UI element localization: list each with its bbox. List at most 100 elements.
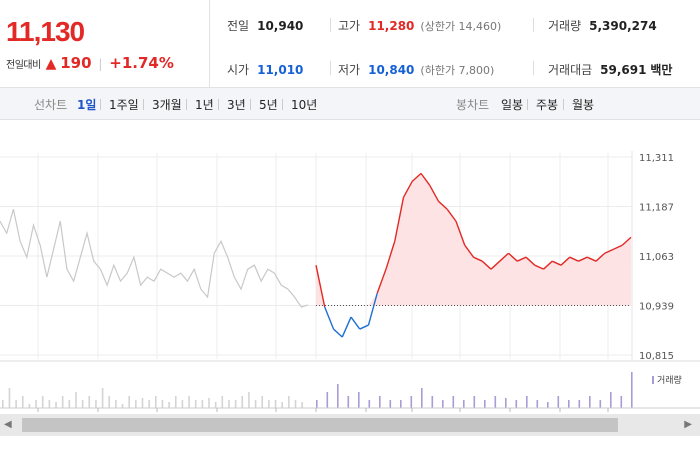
today-line-segment xyxy=(604,248,614,254)
volume-label: 거래량 xyxy=(548,19,582,33)
volume-legend-label: 거래량 xyxy=(657,374,682,386)
volume-bar xyxy=(21,396,24,408)
low-label: 저가 xyxy=(338,63,361,77)
volume-bar xyxy=(599,400,602,408)
low-value: 10,840 xyxy=(368,63,415,77)
divider xyxy=(527,99,528,110)
today-line-segment xyxy=(481,260,492,270)
volume-legend: 거래량 xyxy=(652,374,682,386)
daily-candle-tab[interactable]: 일봉 xyxy=(501,98,524,112)
today-line-segment xyxy=(438,200,448,210)
today-line-segment xyxy=(359,324,369,330)
today-line-segment xyxy=(560,256,571,266)
amount-label: 거래대금 xyxy=(548,63,593,77)
price-summary: 11,130 전일대비 ▲ 190 | +1.74% 전일 10,940 시가 11… xyxy=(0,0,700,88)
divider xyxy=(330,18,331,32)
volume-bar xyxy=(248,392,250,408)
price-chart-svg: 11,311 11,187 11,063 10,939 10,815 거래량 xyxy=(0,151,700,412)
volume-bar xyxy=(241,396,244,408)
volume-bar xyxy=(15,400,17,408)
change-row: 전일대비 ▲ 190 | +1.74% xyxy=(6,54,174,72)
volume-bar xyxy=(484,400,486,408)
today-line-segment xyxy=(429,185,440,202)
today-line-segment xyxy=(455,221,466,246)
scroll-right-icon[interactable]: ▶ xyxy=(684,419,692,430)
open-stat: 시가 11,010 xyxy=(227,61,303,78)
volume-bar xyxy=(526,396,528,408)
chart-toolbar: 선차트 1일 1주일 3개월 1년 3년 5년 10년 봉차트 일봉 주봉 월봉 xyxy=(0,88,700,120)
today-line-segment xyxy=(490,260,501,270)
volume-bar xyxy=(431,396,434,408)
today-area-fill xyxy=(316,173,631,306)
divider xyxy=(563,99,564,110)
volume-bars xyxy=(0,372,700,412)
today-line-segment xyxy=(385,241,396,270)
volume-bar xyxy=(316,400,318,408)
divider xyxy=(218,99,219,110)
volume-bar xyxy=(281,402,283,408)
volume-bar xyxy=(208,398,210,408)
change-percent: +1.74% xyxy=(109,54,174,72)
today-line-segment xyxy=(341,316,352,338)
volume-bar xyxy=(301,402,303,408)
today-line-segment xyxy=(315,265,326,308)
today-line-segment xyxy=(324,306,335,330)
divider xyxy=(533,18,534,32)
price-tick-label: 11,311 xyxy=(639,153,674,164)
volume-bar xyxy=(214,402,217,408)
volume-legend-swatch xyxy=(652,376,654,384)
volume-bar xyxy=(589,396,591,408)
volume-bar xyxy=(326,392,329,408)
price-chart[interactable]: 11,311 11,187 11,063 10,939 10,815 거래량 xyxy=(0,120,700,420)
weekly-candle-tab[interactable]: 주봉 xyxy=(536,98,559,112)
volume-bar xyxy=(88,396,91,408)
period-5y-tab[interactable]: 5년 xyxy=(259,98,278,112)
today-line-segment xyxy=(595,252,606,262)
volume-bar xyxy=(274,400,277,408)
volume-value: 5,390,274 xyxy=(589,19,657,33)
prev-close-stat: 전일 10,940 xyxy=(227,17,303,34)
price-tick-label: 11,063 xyxy=(639,252,674,263)
today-line-segment xyxy=(508,252,518,262)
candle-chart-label: 봉차트 xyxy=(456,98,490,112)
period-1y-tab[interactable]: 1년 xyxy=(195,98,214,112)
period-1w-tab[interactable]: 1주일 xyxy=(109,98,139,112)
volume-bar xyxy=(368,400,371,408)
current-price-block: 11,130 전일대비 ▲ 190 | +1.74% xyxy=(0,0,210,88)
volume-bar xyxy=(234,400,237,408)
volume-bar xyxy=(81,400,84,408)
lower-limit: (하한가 7,800) xyxy=(420,64,495,77)
amount-unit: 백만 xyxy=(650,63,673,77)
monthly-candle-tab[interactable]: 월봉 xyxy=(572,98,595,112)
scroll-left-icon[interactable]: ◀ xyxy=(4,419,12,430)
volume-bar xyxy=(557,396,560,408)
prev-close-label: 전일 xyxy=(227,19,250,33)
period-3y-tab[interactable]: 3년 xyxy=(227,98,246,112)
amount-stat: 거래대금 59,691 백만 xyxy=(548,61,672,78)
volume-bar xyxy=(135,400,137,408)
volume-bar xyxy=(494,396,497,408)
volume-bar xyxy=(389,400,392,408)
volume-stat: 거래량 5,390,274 xyxy=(548,17,657,34)
price-tick-label: 10,939 xyxy=(639,302,674,313)
volume-bar xyxy=(148,400,150,408)
volume-bar xyxy=(8,388,11,408)
volume-bar xyxy=(121,404,124,408)
period-3m-tab[interactable]: 3개월 xyxy=(152,98,182,112)
volume-bar xyxy=(578,400,581,408)
price-tick-label: 10,815 xyxy=(639,351,674,362)
volume-bar xyxy=(400,400,402,408)
volume-bar xyxy=(28,404,31,408)
open-label: 시가 xyxy=(227,63,250,77)
today-line-segment xyxy=(333,328,343,338)
volume-bar xyxy=(421,388,423,408)
divider xyxy=(143,99,144,110)
period-1d-tab[interactable]: 1일 xyxy=(77,98,97,112)
chart-scrollbar[interactable]: ◀ ▶ xyxy=(0,414,700,436)
divider xyxy=(282,99,283,110)
today-line-segment xyxy=(446,208,457,222)
today-line-segment xyxy=(473,256,483,262)
scroll-thumb[interactable] xyxy=(22,418,618,432)
volume-bar xyxy=(168,402,170,408)
period-10y-tab[interactable]: 10년 xyxy=(291,98,318,112)
